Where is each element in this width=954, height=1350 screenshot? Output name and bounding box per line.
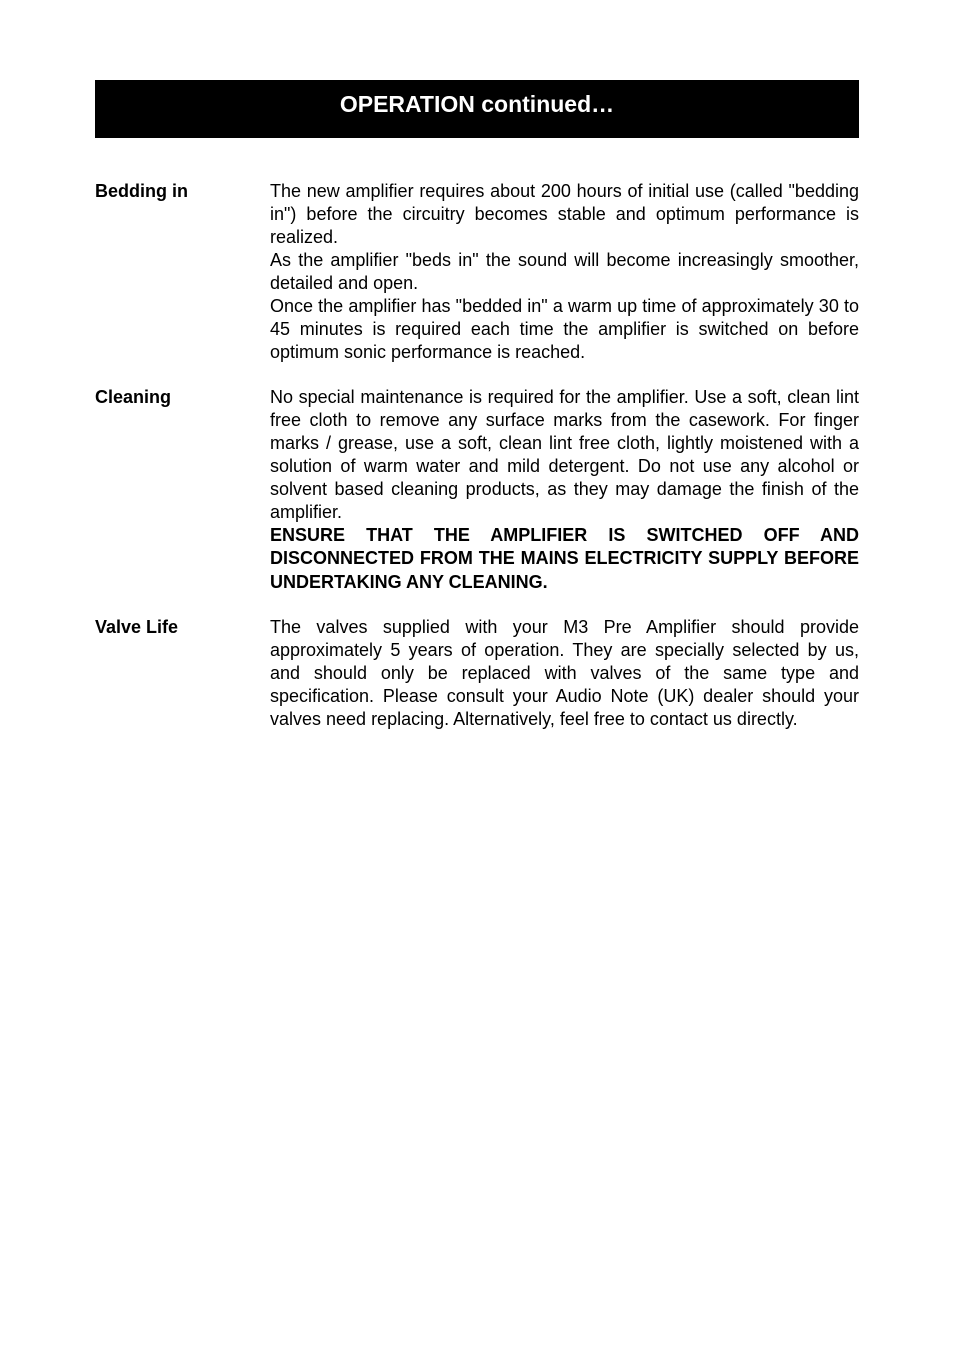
- body-paragraph: The valves supplied with your M3 Pre Amp…: [270, 616, 859, 731]
- section-label: Valve Life: [95, 616, 270, 731]
- body-paragraph: The new amplifier requires about 200 hou…: [270, 180, 859, 249]
- section-header-title: OPERATION continued…: [340, 91, 614, 117]
- body-paragraph: Once the amplifier has "bedded in" a war…: [270, 295, 859, 364]
- section-body: The new amplifier requires about 200 hou…: [270, 180, 859, 364]
- section-label: Bedding in: [95, 180, 270, 364]
- body-paragraph: As the amplifier "beds in" the sound wil…: [270, 249, 859, 295]
- section-bedding-in: Bedding in The new amplifier requires ab…: [95, 180, 859, 364]
- page: OPERATION continued… Bedding in The new …: [0, 0, 954, 1350]
- section-body: The valves supplied with your M3 Pre Amp…: [270, 616, 859, 731]
- warning-paragraph: ENSURE THAT THE AMPLIFIER IS SWITCHED OF…: [270, 524, 859, 593]
- body-paragraph: No special maintenance is required for t…: [270, 386, 859, 524]
- section-cleaning: Cleaning No special maintenance is requi…: [95, 386, 859, 593]
- section-header-bar: OPERATION continued…: [95, 80, 859, 138]
- section-body: No special maintenance is required for t…: [270, 386, 859, 593]
- section-label: Cleaning: [95, 386, 270, 593]
- section-valve-life: Valve Life The valves supplied with your…: [95, 616, 859, 731]
